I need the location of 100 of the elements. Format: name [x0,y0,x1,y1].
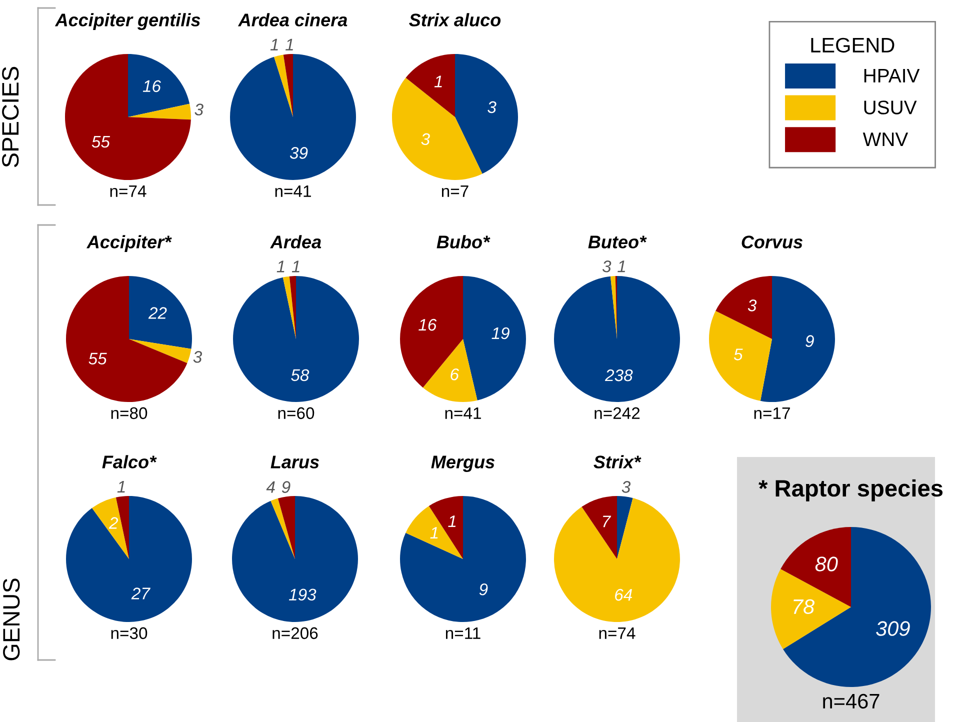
data-label: 16 [418,318,437,331]
pie-slice [278,496,295,559]
pie-slice [128,104,191,120]
data-label: 1 [276,260,284,272]
data-label: 7 [603,516,612,528]
pie-slice [65,54,191,180]
pie-slice [232,496,358,622]
text: n=74 [599,627,636,639]
data-label: 1 [448,516,456,528]
legend-label: WNV [862,132,908,146]
pie-slice [129,339,192,364]
data-label: 5 [734,348,743,360]
chart-title: Accipiter gentilis [54,13,200,30]
data-label: 1 [117,481,125,493]
data-label: 6 [450,368,460,380]
chart-title: Buteo* [588,236,647,248]
data-label: 3 [622,481,631,493]
chart-title: Accipiter* [86,235,172,252]
legend-label: HPAIV [864,68,920,82]
data-label: 309 [876,621,910,636]
pie-slice [230,54,356,180]
text: n=17 [754,407,790,419]
data-label: 78 [794,599,814,614]
data-label: 3 [421,133,430,146]
data-label: 9 [479,583,488,596]
data-label: 1 [270,38,278,50]
data-label: 3 [194,104,204,116]
pie-slice [617,496,633,559]
data-label: 58 [291,369,310,382]
chart-title: Mergus [431,456,494,472]
data-label: 55 [88,352,107,364]
pie-slice [400,496,526,622]
text: n=242 [594,407,640,419]
data-label: 9 [806,335,814,347]
pie-slice [406,506,463,559]
pie-slice [270,498,295,559]
pie-slice [709,310,772,401]
pie-slice [760,276,835,402]
data-label: 3 [602,260,612,272]
pie-slice [274,54,293,117]
data-label: 3 [748,300,757,312]
chart-title: Strix aluco [409,13,501,26]
data-label: 2 [108,517,118,529]
text: n=206 [272,627,318,640]
data-label: 19 [492,327,510,340]
data-label: 193 [288,588,316,601]
pie-slice [582,496,617,559]
text: n=60 [278,407,314,420]
data-label: 3 [193,350,202,363]
data-label: 27 [131,588,150,600]
pie-slice [422,339,478,402]
pie-slice [400,276,463,388]
pie-slice [66,276,188,402]
text: n=11 [446,627,480,639]
pie-slice [783,527,931,687]
chart-title: Ardea cinera [238,13,348,26]
data-label: 1 [618,260,626,272]
data-label: 9 [282,481,290,493]
data-label: 64 [615,588,632,601]
pie-slice [233,276,359,402]
text: n=74 [110,185,146,197]
data-label: 16 [142,80,162,92]
data-label: 1 [292,260,300,272]
chart-title: Strix* [594,455,642,468]
pie-slice [455,54,518,174]
pie-slice [392,78,482,180]
chart-title: Larus [270,456,319,468]
data-label: 3 [488,101,496,114]
data-label: 1 [434,76,442,88]
chart-title: Falco* [102,455,157,468]
chart-title: * Raptor species [758,479,943,502]
data-label: 4 [266,481,275,493]
text: n=41 [275,185,311,197]
data-label: 22 [148,307,167,319]
pie-slice [66,496,192,622]
data-label: 1 [430,527,438,539]
chart-title: Ardea [270,235,322,248]
data-label: 80 [815,556,838,572]
pie-slice [406,54,455,117]
pie-slice [128,54,190,117]
pie-slice [716,276,772,339]
pie-slice [554,276,680,402]
text: n=41 [445,407,481,419]
pie-slice [283,54,293,117]
data-label: 1 [286,38,293,50]
text: n=80 [111,407,148,420]
data-label: 238 [604,369,633,382]
pie-slice [463,276,526,400]
text: n=467 [823,694,880,709]
pie-slice [129,276,192,349]
pie-slice [554,498,680,622]
text: n=30 [111,627,148,640]
legend-label: USUV [864,100,917,114]
data-label: 55 [92,136,110,148]
text: SPECIES [2,66,19,168]
chart-title: Bubo* [436,235,490,248]
text: GENUS [3,578,20,660]
chart-title: Corvus [742,236,802,248]
pie-slice [282,276,296,339]
legend-title: LEGEND [811,38,894,53]
